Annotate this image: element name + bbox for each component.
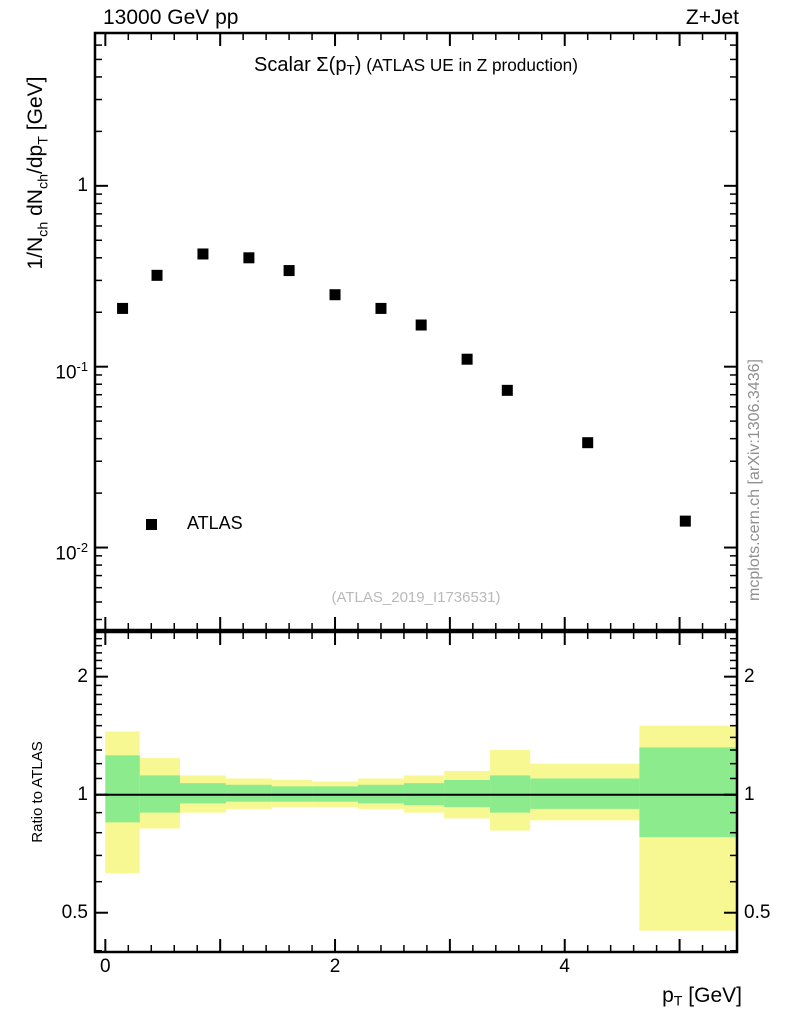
ratio-y-tick-label-left: 0.5: [24, 902, 88, 924]
x-axis-label: pT [GeV]: [662, 984, 742, 1010]
plot-title: Scalar Σ(pT) (ATLAS UE in Z production): [95, 54, 737, 77]
text-segment: ch: [35, 221, 52, 237]
ratio-band-inner: [444, 780, 491, 808]
data-point: [283, 265, 295, 277]
process-label: Z+Jet: [685, 6, 739, 29]
text-segment: (ATLAS UE in Z production): [361, 55, 578, 75]
tick-text: 0.5: [744, 901, 771, 923]
ratio-y-tick-label-right: 0.5: [744, 902, 770, 924]
tick-text: 1: [77, 783, 88, 805]
beam-energy-label: 13000 GeV pp: [103, 6, 239, 29]
ratio-y-tick-label-left: 2: [24, 666, 88, 688]
text-segment: p: [662, 984, 674, 1007]
tick-exponent: -1: [76, 358, 88, 374]
tick-text: 4: [559, 956, 570, 977]
ratio-band-inner: [225, 784, 272, 802]
tick-exponent: -2: [76, 539, 88, 555]
ratio-band-inner: [530, 778, 640, 809]
data-point: [461, 353, 473, 365]
text-segment: T: [673, 993, 683, 1010]
data-point: [415, 319, 427, 331]
tick-text: 10: [55, 542, 77, 564]
ratio-panel-frame: [93, 630, 739, 954]
ratio-y-tick-label-right: 2: [744, 666, 755, 688]
data-point: [582, 437, 594, 449]
text-segment: Scalar Σ(p: [254, 54, 347, 76]
text-segment: [GeV]: [24, 76, 47, 137]
text-segment: [GeV]: [682, 984, 742, 1007]
text-segment: ): [354, 54, 362, 76]
text-segment: T: [346, 62, 355, 78]
legend-marker-icon: [146, 519, 157, 530]
data-point: [501, 384, 513, 396]
data-point: [679, 515, 691, 527]
data-point: [151, 269, 163, 281]
text-segment: /dp: [24, 144, 47, 174]
text-segment: T: [35, 136, 52, 145]
tick-text: 1: [77, 174, 88, 196]
tick-text: 2: [77, 665, 88, 687]
ratio-band-inner: [639, 747, 737, 838]
ratio-y-tick-label-left: 1: [24, 784, 88, 806]
side-note: mcplots.cern.ch [arXiv:1306.3436]: [746, 359, 763, 601]
data-point: [117, 302, 129, 314]
main-y-tick-label: 1: [24, 175, 88, 197]
data-point: [243, 252, 255, 264]
data-point: [329, 289, 341, 301]
tick-text: 0: [100, 956, 111, 977]
main-panel-frame: [93, 31, 739, 632]
main-y-tick-label: 10-1: [24, 356, 88, 384]
tick-text: 10: [55, 362, 77, 384]
ratio-y-tick-label-right: 1: [744, 784, 755, 806]
main-y-tick-label: 10-2: [24, 537, 88, 565]
tick-text: 0.5: [61, 901, 88, 923]
tick-text: 2: [329, 956, 341, 977]
x-tick-label: 2: [315, 956, 355, 978]
y-axis-label: 1/Nch dNch/dpT [GeV]: [23, 23, 52, 323]
legend-label: ATLAS: [187, 513, 243, 533]
data-point: [375, 302, 387, 314]
tick-text: 2: [744, 665, 755, 687]
data-point: [197, 248, 209, 260]
ratio-band-inner: [105, 755, 140, 823]
x-tick-label: 0: [85, 956, 125, 978]
ratio-band-inner: [179, 783, 226, 804]
x-tick-label: 4: [545, 956, 585, 978]
tick-text: 1: [744, 783, 755, 805]
watermark: (ATLAS_2019_I1736531): [331, 589, 501, 606]
text-segment: 1/N: [24, 236, 47, 270]
